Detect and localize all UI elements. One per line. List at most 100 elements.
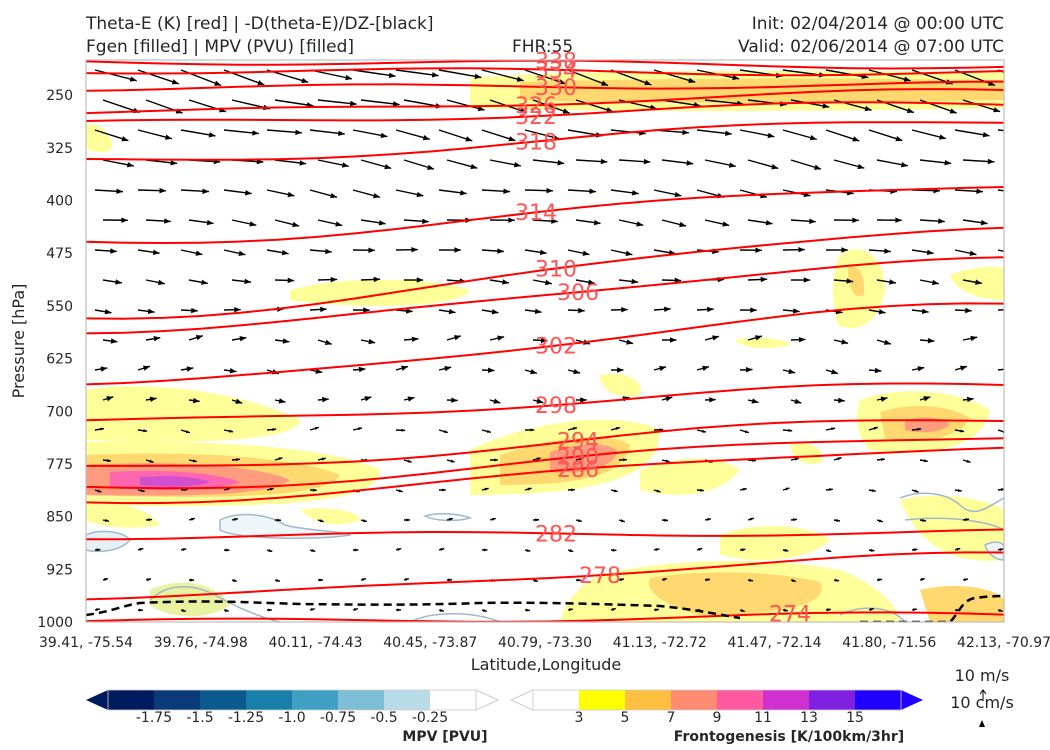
- theta-e-contour-label: 318: [515, 130, 557, 155]
- wind-vector: [704, 159, 736, 168]
- wind-vector: [661, 518, 669, 522]
- wind-vector: [309, 248, 332, 255]
- wind-vector: [231, 398, 243, 404]
- wind-vector: [274, 398, 286, 404]
- wind-vector: [747, 335, 763, 341]
- wind-vector: [274, 457, 283, 461]
- theta-e-contour: [86, 382, 1004, 422]
- wind-vector: [911, 548, 918, 552]
- fgen-colorbar-segment: [809, 690, 856, 710]
- theta-e-contour: [86, 256, 1004, 335]
- wind-vector: [567, 549, 574, 553]
- wind-vector: [575, 578, 582, 582]
- wind-vector: [618, 519, 626, 523]
- wind-vector: [868, 548, 875, 552]
- fgen-colorbar-title: Frontogenesis [K/100km/3hr]: [674, 729, 904, 745]
- wind-vector: [94, 309, 112, 315]
- wind-vector: [954, 129, 990, 138]
- wind-vector: [481, 248, 504, 254]
- mpv-colorbar-extend-high: [475, 689, 500, 711]
- wind-vector: [696, 365, 710, 372]
- wind-vector: [704, 335, 720, 341]
- wind-vector: [395, 608, 402, 612]
- wind-vector: [833, 159, 865, 170]
- wind-vector: [532, 398, 544, 404]
- wind-vector: [962, 578, 969, 582]
- wind-vector: [180, 366, 194, 372]
- wind-vector: [575, 457, 584, 461]
- wind-vector: [395, 308, 413, 314]
- fgen-fill-bl-5: [86, 503, 160, 528]
- wind-vector: [868, 367, 882, 374]
- wind-vector: [532, 99, 570, 114]
- wind-vector: [954, 188, 983, 195]
- wind-vector: [188, 578, 195, 582]
- wind-vector: [403, 159, 435, 170]
- wind-vector: [919, 459, 928, 463]
- theta-e-contour: [86, 88, 1004, 115]
- wind-vector: [438, 308, 456, 315]
- wind-vector: [317, 339, 333, 345]
- y-tick-label: 775: [46, 457, 73, 473]
- wind-vector: [352, 548, 359, 552]
- wind-vector: [1006, 220, 1030, 227]
- wind-vector: [567, 69, 609, 87]
- wind-vector: [618, 458, 627, 462]
- wind-vector: [704, 397, 716, 403]
- wind-vector: [610, 426, 621, 431]
- mpv-contour-3: [422, 513, 473, 522]
- wind-vector: [395, 129, 430, 141]
- theta-e-contour: [86, 551, 1004, 601]
- fgen-colorbar-segment: [579, 690, 626, 710]
- wind-vector: [911, 366, 925, 372]
- wind-vector: [231, 458, 240, 462]
- wind-vector: [739, 608, 745, 613]
- y-tick-label: 250: [46, 88, 73, 104]
- wind-vector: [223, 189, 252, 196]
- wind-vector: [352, 307, 370, 313]
- wind-vector: [962, 279, 983, 285]
- theta-e-contour-label: 306: [557, 281, 599, 306]
- wind-vector: [180, 608, 187, 613]
- wind-vector: [567, 427, 578, 431]
- theta-e-contour: [86, 419, 1004, 467]
- vector-reference-horizontal: 10 m/s: [955, 666, 1010, 685]
- wind-vector: [790, 398, 802, 404]
- wind-vector: [610, 307, 628, 313]
- x-tick-label: 42.13, -70.97: [957, 635, 1050, 651]
- wind-vector: [102, 458, 111, 463]
- vector-reference-vertical: 10 cm/s: [950, 693, 1014, 712]
- wind-vector: [575, 279, 596, 285]
- wind-vector: [309, 368, 323, 374]
- wind-vector: [489, 458, 498, 462]
- wind-vector: [188, 517, 196, 521]
- wind-vector: [532, 457, 541, 461]
- wind-vector: [532, 337, 548, 344]
- wind-vector: [352, 427, 363, 431]
- wind-vector: [747, 398, 759, 404]
- wind-vector: [403, 218, 429, 225]
- y-tick-label: 550: [46, 299, 73, 315]
- wind-vector: [954, 365, 968, 371]
- wind-vector: [481, 129, 516, 142]
- wind-vector: [395, 69, 439, 78]
- wind-vector: [618, 278, 639, 285]
- wind-vector: [532, 279, 552, 286]
- wind-vector: [825, 488, 833, 492]
- wind-vector: [352, 129, 388, 139]
- wind-vector: [1006, 579, 1011, 582]
- x-tick-label: 40.11, -74.43: [268, 635, 362, 651]
- wind-vector: [833, 397, 845, 404]
- wind-vector: [145, 159, 178, 166]
- wind-vector: [403, 459, 412, 463]
- fgen-fill-low-3c: [550, 444, 618, 473]
- wind-vector: [739, 307, 757, 313]
- wind-vector: [102, 217, 128, 223]
- wind-vector: [317, 276, 338, 283]
- fgen-colorbar-tick: 9: [713, 710, 722, 726]
- wind-vector: [309, 189, 338, 199]
- wind-vector: [137, 547, 144, 551]
- fgen-colorbar-segment: [533, 690, 579, 710]
- mpv-contour-6: [409, 613, 501, 622]
- wind-vector: [610, 548, 617, 552]
